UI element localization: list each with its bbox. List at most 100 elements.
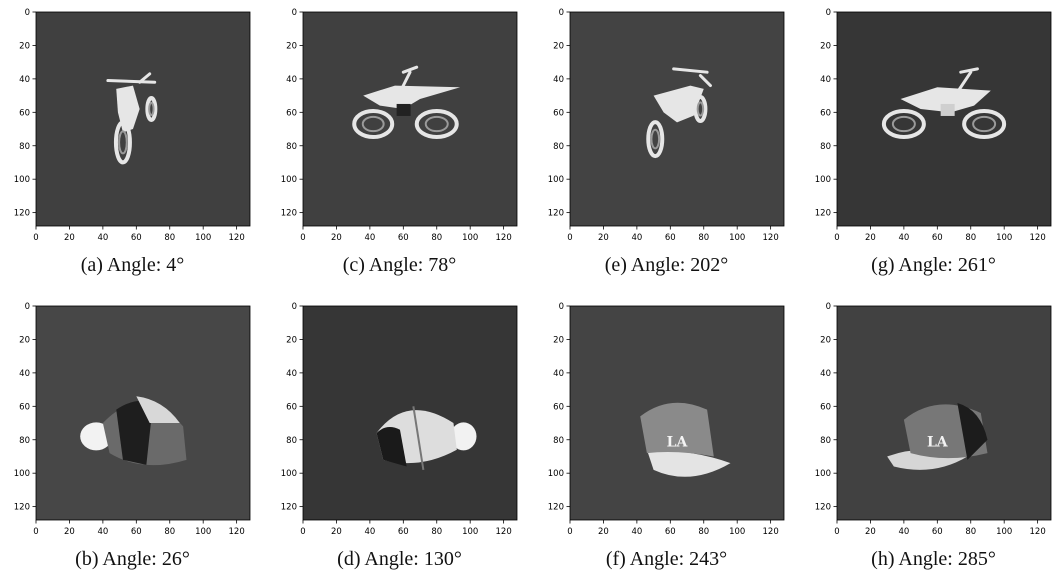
y-tick-label: 40 [820,369,831,379]
x-tick-label: 120 [1030,233,1046,243]
y-tick-label: 120 [548,209,564,219]
image-plot: LA 0 0 20 20 40 40 60 60 80 80 100 100 120 120 [815,302,1052,537]
x-tick-label: 0 [567,233,572,243]
y-tick-label: 120 [281,209,297,219]
figure-panel: 0 0 20 20 40 40 60 60 80 80 100 100 120 120 (e) Angle:… [534,0,799,294]
x-tick-label: 80 [164,233,175,243]
x-tick-label: 40 [97,527,108,537]
x-tick-label: 0 [33,233,38,243]
x-tick-label: 0 [33,527,38,537]
figure-panel: 0 0 20 20 40 40 60 60 80 80 100 100 120 120 (d) Angle:… [267,294,532,588]
x-tick-label: 80 [965,527,976,537]
axes-frame [836,305,1052,521]
cap [376,406,477,470]
panel-caption: (f) Angle: 243° [605,548,728,570]
axes-frame [35,305,251,521]
y-tick-label: 40 [820,75,831,85]
cap-brim [646,449,731,477]
x-tick-label: 40 [97,233,108,243]
y-tick-label: 0 [826,302,831,312]
y-tick-label: 40 [553,369,564,379]
y-tick-label: 60 [286,402,297,412]
x-tick-label: 20 [598,527,609,537]
x-tick-label: 100 [996,527,1012,537]
y-tick-label: 20 [820,335,831,345]
cap: LA [640,402,731,477]
image-plot: 0 0 20 20 40 40 60 60 80 80 100 100 120 120 [14,302,251,537]
x-tick-label: 100 [462,527,478,537]
engine [396,103,411,116]
y-tick-label: 40 [19,369,30,379]
figure-panel: 0 0 20 20 40 40 60 60 80 80 100 100 120 120 (a) Angle:… [0,0,265,294]
x-tick-label: 100 [195,233,211,243]
y-tick-label: 0 [292,302,297,312]
figure-panel: 0 0 20 20 40 40 60 60 80 80 100 100 120 120 (g) Angle:… [801,0,1053,294]
y-tick-label: 0 [559,8,564,18]
image-plot: 0 0 20 20 40 40 60 60 80 80 100 100 120 120 [281,302,518,537]
y-tick-label: 120 [548,503,564,513]
figure-panel: LA 0 0 20 20 40 40 60 60 80 80 100 100 120 120 (h) Angl… [801,294,1053,588]
image-plot: 0 0 20 20 40 40 60 60 80 80 100 100 120 120 [815,8,1052,243]
x-tick-label: 80 [698,233,709,243]
x-tick-label: 60 [665,527,676,537]
x-tick-label: 0 [300,233,305,243]
y-tick-label: 20 [19,41,30,51]
y-tick-label: 0 [25,8,30,18]
rendered-image [570,12,784,226]
y-tick-label: 80 [553,142,564,152]
y-tick-label: 80 [553,436,564,446]
x-tick-label: 80 [431,527,442,537]
panel-caption: (b) Angle: 26° [75,548,190,570]
y-tick-label: 60 [820,402,831,412]
engine [940,103,955,116]
handlebar [672,67,709,74]
y-tick-label: 100 [14,175,30,185]
motorcycle-body [653,85,704,123]
y-tick-label: 40 [286,369,297,379]
x-tick-label: 120 [1030,527,1046,537]
handlebar [106,79,157,84]
y-tick-label: 20 [553,335,564,345]
y-tick-label: 80 [19,142,30,152]
x-tick-label: 60 [932,527,943,537]
x-tick-label: 20 [598,233,609,243]
x-tick-label: 100 [195,527,211,537]
y-tick-label: 120 [14,209,30,219]
x-tick-label: 100 [462,233,478,243]
cap-logo: LA [667,434,689,450]
x-tick-label: 40 [898,233,909,243]
x-tick-label: 20 [865,527,876,537]
rear-wheel [881,109,926,140]
x-tick-label: 100 [729,233,745,243]
x-tick-label: 120 [229,527,245,537]
y-tick-label: 20 [286,335,297,345]
y-tick-label: 0 [826,8,831,18]
x-tick-label: 120 [763,527,779,537]
x-tick-label: 120 [763,233,779,243]
rendered-image [303,306,517,520]
y-tick-label: 100 [548,469,564,479]
cap-panel-dark [376,427,407,467]
x-tick-label: 120 [496,233,512,243]
image-plot: 0 0 20 20 40 40 60 60 80 80 100 100 120 120 [548,8,785,243]
x-tick-label: 60 [665,233,676,243]
axes-frame [302,305,518,521]
cap [80,396,187,466]
x-tick-label: 0 [834,527,839,537]
figure-panel: LA 0 0 20 20 40 40 60 60 80 80 100 100 120 120 (f) Angl… [534,294,799,588]
rear-wheel [352,109,395,140]
motorcycle-body [363,85,461,109]
x-tick-label: 100 [996,233,1012,243]
axes-frame [569,305,785,521]
x-tick-label: 40 [631,527,642,537]
x-tick-label: 20 [64,527,75,537]
y-tick-label: 80 [19,436,30,446]
rendered-image [303,12,517,226]
x-tick-label: 0 [567,527,572,537]
y-tick-label: 60 [19,402,30,412]
x-tick-label: 60 [131,527,142,537]
y-tick-label: 0 [559,302,564,312]
cap-panel-light [136,396,180,424]
x-tick-label: 20 [331,527,342,537]
x-tick-label: 60 [398,233,409,243]
